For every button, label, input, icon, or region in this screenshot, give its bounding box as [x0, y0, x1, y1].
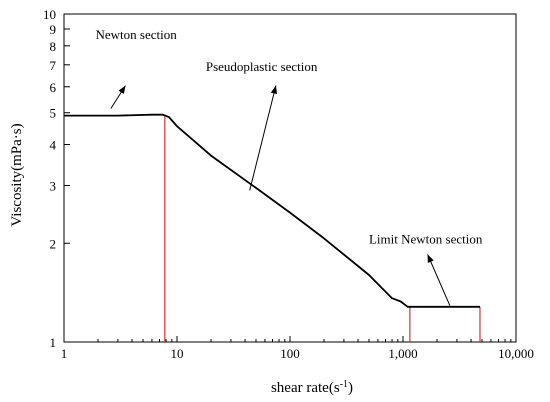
reference-lines — [164, 114, 481, 342]
x-tick-label: 10,000 — [498, 346, 534, 361]
annotation-arrow-head — [270, 85, 278, 95]
y-axis-ticks: 1 2 3 4 5 6 7 8 910 — [43, 7, 70, 350]
x-tick-label: 1 — [61, 346, 68, 361]
y-tick-label: 8 — [50, 39, 57, 54]
x-axis-ticks: 1 10 100 1,000 10,000 — [61, 336, 534, 361]
annotation-arrow-head — [427, 254, 434, 263]
x-axis-label: shear rate(s-1) — [271, 379, 353, 397]
y-tick-label: 4 — [50, 138, 57, 153]
y-tick-label: 2 — [50, 236, 57, 251]
x-tick-label: 10 — [171, 346, 184, 361]
viscosity-curve — [64, 113, 480, 308]
series-group — [64, 113, 480, 308]
x-tick-label: 1,000 — [388, 346, 417, 361]
y-tick-label: 1 — [50, 335, 57, 350]
annotation-arrow-head — [118, 85, 126, 95]
y-tick-label: 10 — [43, 7, 56, 22]
annotation-label: Pseudoplastic section — [206, 59, 318, 74]
y-tick-label: 9 — [50, 22, 57, 37]
annotation-label: Limit Newton section — [369, 231, 483, 246]
y-tick-label: 7 — [50, 58, 57, 73]
annotation-arrow-line — [249, 85, 277, 191]
x-tick-label: 100 — [280, 346, 300, 361]
y-tick-label: 6 — [50, 80, 57, 95]
annotation-label: Newton section — [95, 27, 177, 42]
y-axis-label: Viscosity(mPa·s) — [9, 123, 25, 226]
y-tick-label: 3 — [50, 179, 57, 194]
annotations: Newton section Pseudoplastic section Limit… — [95, 27, 483, 306]
annotation-arrow-line — [427, 254, 451, 306]
y-tick-label: 5 — [50, 106, 57, 121]
